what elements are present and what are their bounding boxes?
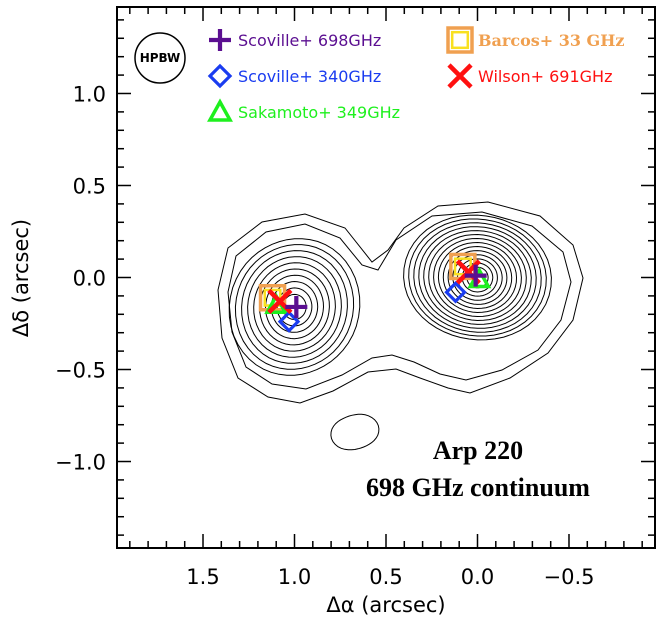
plot-frame	[116, 6, 656, 549]
contour-ring	[423, 230, 532, 325]
y-tick-label: 0.5	[73, 174, 106, 198]
contour-ring	[408, 218, 547, 337]
x-tick-label: 0.5	[369, 565, 402, 589]
contour-ring	[433, 237, 522, 318]
legend-label-triangle: Sakamoto+ 349GHz	[238, 103, 400, 122]
data-point-diamond	[444, 280, 467, 304]
x-tick-label: −0.5	[543, 565, 594, 589]
annotation-line-2: 698 GHz continuum	[366, 473, 590, 502]
contour-ring	[403, 214, 552, 341]
contour-ring	[253, 262, 336, 352]
x-tick-label: 1.0	[278, 565, 311, 589]
annotation-line-1: Arp 220	[433, 436, 523, 465]
y-axis-title: Δδ (arcsec)	[9, 219, 33, 337]
legend-marker-diamond	[207, 63, 233, 89]
contour-ring	[428, 233, 527, 322]
y-tick-label: −0.5	[55, 359, 106, 383]
y-tick-label: −1.0	[55, 451, 106, 475]
y-tick-label: 0.0	[73, 267, 106, 291]
x-tick-label: 1.5	[186, 565, 219, 589]
data-point-plus	[464, 264, 487, 287]
legend-label-square: Barcos+ 33 GHz	[478, 31, 624, 50]
y-tick-label: 1.0	[73, 82, 106, 106]
x-tick-label: 0.0	[461, 565, 494, 589]
legend: Scoville+ 698GHz Scoville+ 340GHz Sakamoto…	[207, 26, 624, 122]
contour-ring	[241, 250, 348, 364]
contour-layer	[217, 201, 584, 451]
tick-labels: 1.5 1.0 0.5 0.0 −0.5 1.0 0.5 0.0 −0.5 −1.0	[55, 82, 594, 589]
legend-label-x: Wilson+ 691GHz	[478, 67, 612, 86]
legend-label-plus: Scoville+ 698GHz	[238, 31, 381, 50]
data-point-plus	[285, 295, 308, 318]
contour-ring	[418, 226, 537, 329]
legend-label-diamond: Scoville+ 340GHz	[238, 67, 381, 86]
marker-layer	[258, 252, 492, 333]
legend-marker-x	[447, 63, 473, 89]
beam-circle	[134, 32, 186, 84]
x-axis-title: Δα (arcsec)	[326, 593, 445, 617]
contour-ring	[437, 241, 518, 314]
contour-ring	[413, 222, 542, 333]
legend-marker-plus	[209, 29, 231, 51]
axis-ticks	[117, 7, 655, 548]
legend-marker-square	[446, 26, 474, 54]
contour-outer	[217, 201, 584, 404]
data-point-diamond	[277, 310, 301, 333]
contour-ring	[447, 250, 508, 305]
contour-ring	[264, 274, 325, 340]
beam-indicator: HPBW	[134, 32, 186, 84]
contour-ring	[228, 238, 361, 376]
contour-isolated-blob	[330, 413, 380, 451]
legend-marker-triangle	[207, 98, 233, 122]
contour-ring	[442, 245, 513, 310]
contour-envelope-2	[227, 211, 572, 390]
contour-ring	[234, 244, 355, 370]
legend-marker-square-inner	[450, 30, 470, 50]
contour-ring	[247, 256, 342, 358]
beam-label: HPBW	[140, 51, 181, 65]
